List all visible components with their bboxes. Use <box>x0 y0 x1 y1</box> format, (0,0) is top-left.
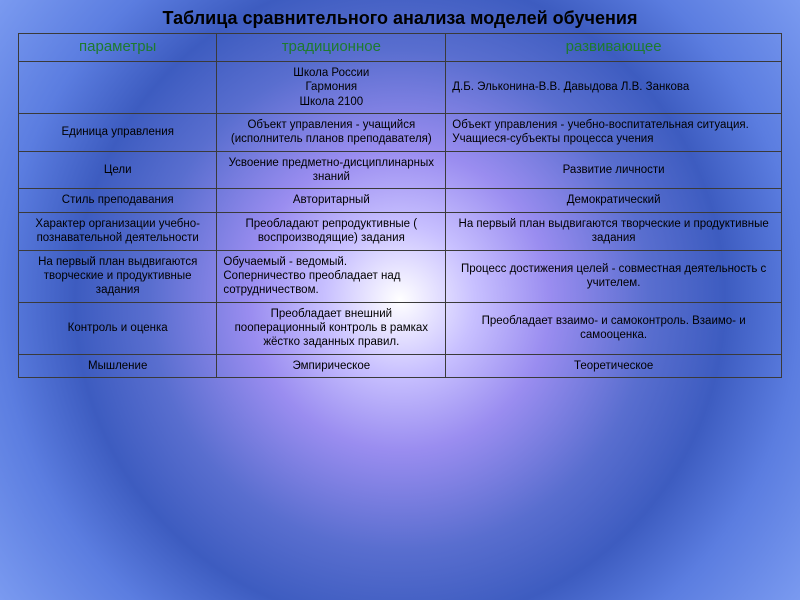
cell-param: На первый план выдвигаются творческие и … <box>19 250 217 302</box>
table-row: Школа России Гармония Школа 2100 Д.Б. Эл… <box>19 61 782 113</box>
cell-traditional: Школа России Гармония Школа 2100 <box>217 61 446 113</box>
table-row: Мышление Эмпирическое Теоретическое <box>19 354 782 377</box>
cell-param <box>19 61 217 113</box>
cell-traditional: Преобладает внешний пооперационный контр… <box>217 302 446 354</box>
slide-background: Таблица сравнительного анализа моделей о… <box>0 0 800 600</box>
cell-param: Мышление <box>19 354 217 377</box>
col-header-param: параметры <box>19 34 217 62</box>
cell-developing: На первый план выдвигаются творческие и … <box>446 212 782 250</box>
col-header-traditional: традиционное <box>217 34 446 62</box>
table-row: Контроль и оценка Преобладает внешний по… <box>19 302 782 354</box>
cell-param: Цели <box>19 151 217 189</box>
cell-param: Стиль преподавания <box>19 189 217 212</box>
cell-developing: Теоретическое <box>446 354 782 377</box>
cell-developing: Развитие личности <box>446 151 782 189</box>
cell-traditional: Преобладают репродуктивные ( воспроизвод… <box>217 212 446 250</box>
cell-traditional: Объект управления - учащийся (исполнител… <box>217 113 446 151</box>
table-row: На первый план выдвигаются творческие и … <box>19 250 782 302</box>
table-row: Единица управления Объект управления - у… <box>19 113 782 151</box>
table-row: Цели Усвоение предметно-дисциплинарных з… <box>19 151 782 189</box>
table-row: Стиль преподавания Авторитарный Демократ… <box>19 189 782 212</box>
cell-developing: Объект управления - учебно-воспитательна… <box>446 113 782 151</box>
table-header-row: параметры традиционное развивающее <box>19 34 782 62</box>
table-row: Характер организации учебно-познавательн… <box>19 212 782 250</box>
cell-developing: Процесс достижения целей - совместная де… <box>446 250 782 302</box>
col-header-developing: развивающее <box>446 34 782 62</box>
cell-param: Характер организации учебно-познавательн… <box>19 212 217 250</box>
cell-traditional: Эмпирическое <box>217 354 446 377</box>
cell-traditional: Усвоение предметно-дисциплинарных знаний <box>217 151 446 189</box>
slide-title: Таблица сравнительного анализа моделей о… <box>18 8 782 29</box>
cell-developing: Демократический <box>446 189 782 212</box>
cell-developing: Д.Б. Эльконина-В.В. Давыдова Л.В. Занков… <box>446 61 782 113</box>
cell-developing: Преобладает взаимо- и самоконтроль. Взаи… <box>446 302 782 354</box>
cell-param: Единица управления <box>19 113 217 151</box>
cell-param: Контроль и оценка <box>19 302 217 354</box>
cell-traditional: Авторитарный <box>217 189 446 212</box>
comparison-table: параметры традиционное развивающее Школа… <box>18 33 782 378</box>
cell-traditional: Обучаемый - ведомый. Соперничество преоб… <box>217 250 446 302</box>
